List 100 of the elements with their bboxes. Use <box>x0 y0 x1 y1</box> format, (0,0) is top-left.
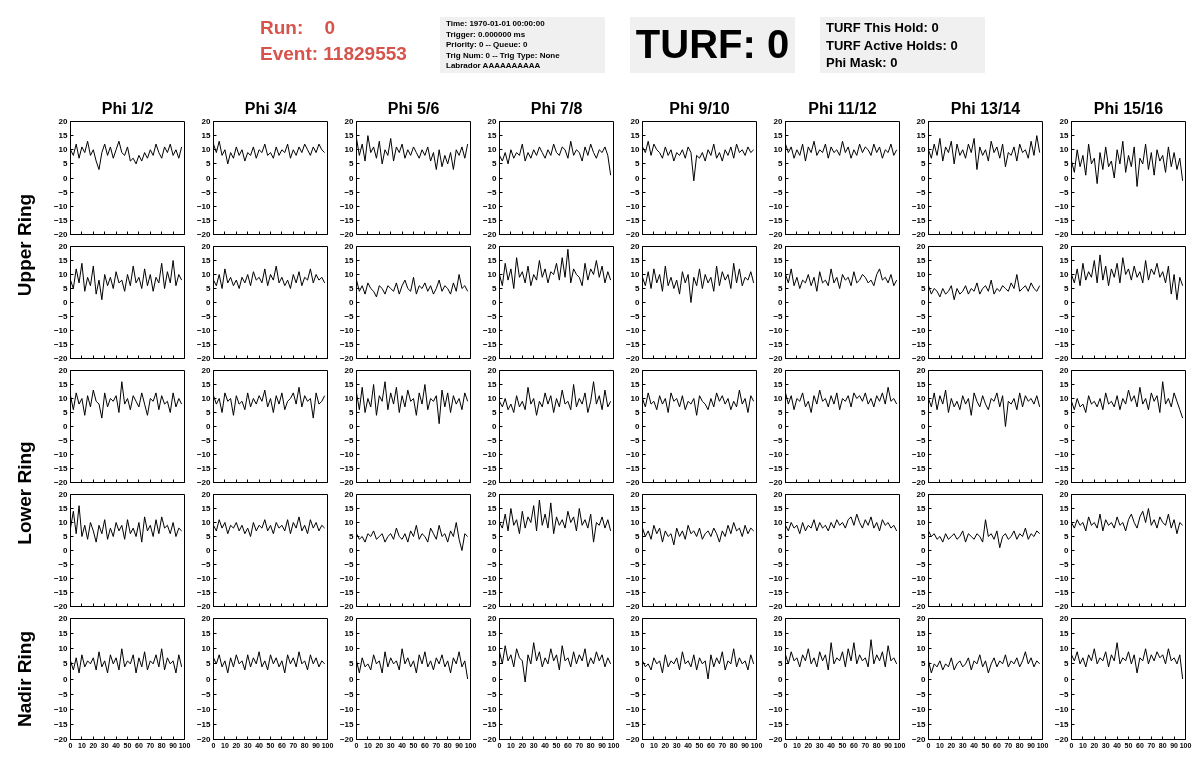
y-tick-label: −10 <box>911 450 927 459</box>
y-tick-label: 5 <box>206 659 212 669</box>
y-tick-label: 10 <box>58 644 69 654</box>
y-tick-label: −10 <box>196 326 212 335</box>
y-tick-label: 5 <box>63 408 69 417</box>
y-tick-label: 5 <box>778 532 784 541</box>
y-tick-label: −10 <box>53 326 69 335</box>
y-tick-label: 20 <box>773 490 784 499</box>
y-tick-label: 0 <box>1064 298 1070 307</box>
y-tick-label: −20 <box>482 354 498 363</box>
y-tick-label: −15 <box>53 340 69 349</box>
y-tick-label: 20 <box>630 117 641 126</box>
y-tick-label: 5 <box>206 159 212 169</box>
y-tick-label: 20 <box>58 117 69 126</box>
text: Lower Ring <box>13 441 37 545</box>
y-tick-label: 10 <box>58 270 69 279</box>
y-tick-label: 10 <box>773 394 784 403</box>
y-tick-label: 0 <box>921 674 927 684</box>
y-tick-label: −15 <box>196 719 212 729</box>
y-tick-label: −20 <box>768 354 784 363</box>
y-tick-label: −15 <box>625 719 641 729</box>
y-tick-label: 5 <box>1064 408 1070 417</box>
y-tick-label: 10 <box>487 518 498 527</box>
y-tick-label: 5 <box>921 284 927 293</box>
y-tick-label: −15 <box>339 215 355 225</box>
y-tick-label: 0 <box>921 298 927 307</box>
y-tick-label: 15 <box>201 256 212 265</box>
y-tick-label: 20 <box>773 614 784 623</box>
y-tick-label: 0 <box>492 422 498 431</box>
y-tick-label: 5 <box>349 532 355 541</box>
y-tick-label: 15 <box>344 131 355 141</box>
y-tick-label: 15 <box>773 629 784 639</box>
y-tick-label: 20 <box>916 242 927 251</box>
y-tick-label: −5 <box>201 187 212 197</box>
y-tick-label: −20 <box>53 230 69 239</box>
y-tick-label: −5 <box>487 689 498 699</box>
y-tick-label: −10 <box>911 326 927 335</box>
y-tick-label: 10 <box>344 394 355 403</box>
y-tick-label: −10 <box>196 574 212 583</box>
y-tick-label: 15 <box>773 504 784 513</box>
y-tick-label: −20 <box>482 478 498 487</box>
y-tick-label: −10 <box>1054 704 1070 714</box>
y-tick-label: −20 <box>911 354 927 363</box>
y-tick-label: −5 <box>487 560 498 569</box>
y-tick-label: −5 <box>201 560 212 569</box>
y-tick-label: −5 <box>1059 187 1070 197</box>
y-tick-label: 5 <box>1064 284 1070 293</box>
y-tick-label: −15 <box>339 719 355 729</box>
y-tick-label: 10 <box>201 270 212 279</box>
y-tick-label: 10 <box>201 518 212 527</box>
y-tick-label: 15 <box>773 380 784 389</box>
y-tick-label: 0 <box>492 546 498 555</box>
y-tick-label: −20 <box>1054 602 1070 611</box>
y-tick-label: −15 <box>482 340 498 349</box>
y-tick-label: 20 <box>916 117 927 126</box>
y-tick-label: −15 <box>482 215 498 225</box>
y-tick-label: 0 <box>492 674 498 684</box>
y-tick-label: −10 <box>339 574 355 583</box>
y-tick-label: 10 <box>773 644 784 654</box>
y-tick-label: −20 <box>911 735 927 744</box>
y-tick-label: −20 <box>1054 735 1070 744</box>
y-tick-label: 15 <box>1059 131 1070 141</box>
y-tick-label: −20 <box>911 230 927 239</box>
y-tick-label: 15 <box>58 256 69 265</box>
y-tick-label: 15 <box>916 256 927 265</box>
y-tick-label: 20 <box>773 366 784 375</box>
y-tick-label: −5 <box>1059 689 1070 699</box>
y-tick-label: −15 <box>196 340 212 349</box>
text: Time: 1970-01-01 00:00:00 <box>446 19 546 30</box>
y-tick-label: 10 <box>773 270 784 279</box>
y-tick-label: 0 <box>1064 173 1070 183</box>
y-tick-label: 0 <box>206 674 212 684</box>
y-tick-label: 5 <box>349 408 355 417</box>
y-tick-label: 15 <box>630 629 641 639</box>
y-tick-label: −15 <box>1054 588 1070 597</box>
y-tick-label: 5 <box>206 284 212 293</box>
y-tick-label: −15 <box>1054 464 1070 473</box>
line-series <box>213 265 326 289</box>
text: Upper Ring <box>13 193 37 297</box>
y-tick-label: 0 <box>349 173 355 183</box>
y-tick-label: 5 <box>349 659 355 669</box>
y-tick-label: 10 <box>630 270 641 279</box>
y-tick-label: 10 <box>1059 644 1070 654</box>
y-tick-label: 20 <box>344 490 355 499</box>
y-tick-label: −20 <box>482 735 498 744</box>
y-tick-label: −15 <box>196 215 212 225</box>
y-tick-label: −10 <box>196 704 212 714</box>
y-tick-label: −10 <box>53 574 69 583</box>
y-tick-label: 20 <box>630 490 641 499</box>
y-tick-label: 15 <box>487 504 498 513</box>
y-tick-label: 0 <box>63 546 69 555</box>
y-tick-label: −5 <box>58 560 69 569</box>
y-tick-label: −5 <box>344 436 355 445</box>
y-tick-label: 15 <box>487 380 498 389</box>
y-tick-label: 10 <box>1059 145 1070 155</box>
y-tick-label: −10 <box>1054 574 1070 583</box>
y-tick-label: −20 <box>53 478 69 487</box>
y-tick-label: −15 <box>1054 215 1070 225</box>
y-tick-label: 0 <box>635 173 641 183</box>
y-tick-label: 0 <box>206 298 212 307</box>
